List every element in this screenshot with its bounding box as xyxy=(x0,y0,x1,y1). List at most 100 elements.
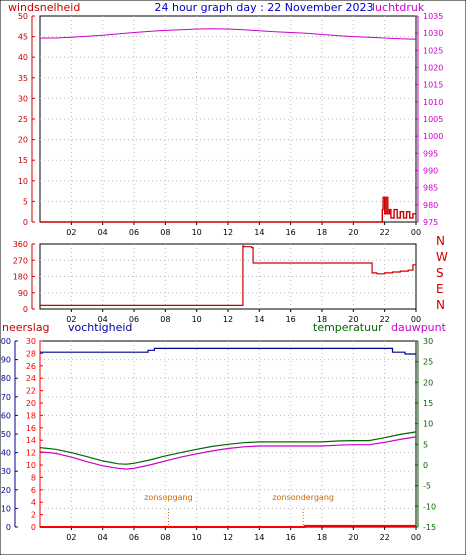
wind-direction-x-tick-label: 20 xyxy=(348,315,358,324)
pressure-tick-label: 1010 xyxy=(423,98,443,107)
wind-direction-x-tick-label: 18 xyxy=(317,315,327,324)
pressure-axis: 975 980 985 990 995 1000 1005 1010 1015 1020 1025 1… xyxy=(415,12,443,227)
pressure-label: luchtdruk xyxy=(372,1,425,14)
humidity-tick-label: 20 xyxy=(26,399,36,408)
pressure-tick-label: 1000 xyxy=(423,132,443,141)
humidity-tick-label: 8 xyxy=(31,473,36,482)
compass-label: S xyxy=(436,266,444,280)
sun-annotation-label: zonsopgang xyxy=(144,493,192,502)
precipitation-tick-label: 50 xyxy=(1,430,11,439)
temperature-tick-label: 25 xyxy=(423,358,433,367)
wind-direction-x-tick-label: 08 xyxy=(160,315,170,324)
pressure-tick-label: 1025 xyxy=(423,46,443,55)
humidity-tick-label: 22 xyxy=(26,387,36,396)
wind-pressure-x-tick-label: 08 xyxy=(160,228,170,237)
precipitation-tick-label: 30 xyxy=(1,467,11,476)
pressure-tick-label: 975 xyxy=(423,218,438,227)
wind-direction-x-tick-label: 02 xyxy=(66,315,76,324)
precipitation-tick-label: 0 xyxy=(6,523,11,532)
wind-pressure-x-tick-label: 02 xyxy=(66,228,76,237)
temperature-tick-label: 15 xyxy=(423,399,433,408)
humidity-tick-label: 30 xyxy=(26,337,36,346)
wind-speed-tick-label: 30 xyxy=(18,94,28,103)
wind-direction-tick-label: 0 xyxy=(23,305,28,314)
humidity-temperature-x-axis: 02 04 06 08 10 12 14 16 18 20 22 00 xyxy=(66,527,421,542)
wind-direction-x-tick-label: 22 xyxy=(380,315,390,324)
humidity-temperature-series xyxy=(39,347,417,528)
wind-direction-x-tick-label: 00 xyxy=(411,315,421,324)
wind-direction-x-tick-label: 06 xyxy=(129,315,139,324)
compass-label: E xyxy=(436,282,444,296)
precipitation-tick-label: 80 xyxy=(1,374,11,383)
wind-pressure-x-tick-label: 12 xyxy=(223,228,233,237)
precipitation-line xyxy=(40,524,416,528)
humidity-temperature-x-tick-label: 20 xyxy=(348,533,358,542)
humidity-temperature-x-tick-label: 08 xyxy=(160,533,170,542)
pressure-line xyxy=(40,28,417,40)
wind-speed-tick-label: 40 xyxy=(18,53,28,62)
compass-label: N xyxy=(436,234,445,248)
humidity-tick-label: 18 xyxy=(26,411,36,420)
wind-direction-axis: 0 90 180 270 360 xyxy=(13,240,35,314)
wind-speed-tick-label: 5 xyxy=(23,197,28,206)
wind-speed-tick-label: 15 xyxy=(18,156,28,165)
precipitation-tick-label: 40 xyxy=(1,449,11,458)
temperature-tick-label: -10 xyxy=(423,502,436,511)
humidity-temperature-chart: 0102030405060708090100 02468101214161820… xyxy=(0,337,436,542)
humidity-temperature-x-tick-label: 04 xyxy=(98,533,108,542)
wind-pressure-x-axis: 02 04 06 08 10 12 14 16 18 20 22 00 xyxy=(66,222,421,237)
pressure-tick-label: 1030 xyxy=(423,29,443,38)
humidity-tick-label: 10 xyxy=(26,461,36,470)
compass-label: W xyxy=(436,250,448,264)
humidity-tick-label: 2 xyxy=(31,511,36,520)
wind-speed-tick-label: 25 xyxy=(18,115,28,124)
precipitation-axis: 0 10 20 30 40 50 60 70 80 90 100 xyxy=(0,337,18,532)
wind-direction-x-tick-label: 12 xyxy=(223,315,233,324)
wind-pressure-x-tick-label: 04 xyxy=(98,228,108,237)
humidity-temperature-x-tick-label: 16 xyxy=(286,533,296,542)
wind-pressure-x-tick-label: 10 xyxy=(192,228,202,237)
humidity-temperature-x-tick-label: 18 xyxy=(317,533,327,542)
humidity-line xyxy=(40,347,416,355)
precipitation-tick-label: 10 xyxy=(1,504,11,513)
wind-speed-tick-label: 35 xyxy=(18,74,28,83)
temperature-axis: -15 -10 -5 0 5 10 15 20 25 30 xyxy=(415,337,436,532)
wind-speed-line xyxy=(40,196,416,223)
wind-pressure-x-tick-label: 16 xyxy=(286,228,296,237)
humidity-temperature-x-tick-label: 10 xyxy=(192,533,202,542)
humidity-tick-label: 26 xyxy=(26,362,36,371)
wind-speed-tick-label: 10 xyxy=(18,177,28,186)
temperature-tick-label: 30 xyxy=(423,337,433,346)
wind-direction-tick-label: 180 xyxy=(13,273,28,282)
wind-pressure-x-tick-label: 00 xyxy=(411,228,421,237)
sun-annotations: zonsopgang zonsondergang xyxy=(144,493,334,527)
wind-direction-x-axis: 02 04 06 08 10 12 14 16 18 20 22 00 xyxy=(66,309,421,324)
pressure-tick-label: 985 xyxy=(423,184,438,193)
pressure-tick-label: 1035 xyxy=(423,12,443,21)
wind-direction-x-tick-label: 14 xyxy=(254,315,264,324)
wind-pressure-x-tick-label: 14 xyxy=(254,228,264,237)
humidity-tick-label: 4 xyxy=(31,498,36,507)
pressure-tick-label: 1020 xyxy=(423,64,443,73)
humidity-temperature-x-tick-label: 06 xyxy=(129,533,139,542)
wind-pressure-grid xyxy=(40,16,416,222)
wind-direction-line xyxy=(40,245,417,306)
pressure-tick-label: 990 xyxy=(423,167,438,176)
wind-direction-x-tick-label: 04 xyxy=(98,315,108,324)
wind-direction-tick-label: 90 xyxy=(18,289,28,298)
wind-speed-axis: 0 5 10 15 20 25 30 35 40 45 50 xyxy=(18,12,35,227)
humidity-temperature-x-tick-label: 00 xyxy=(411,533,421,542)
humidity-temperature-x-tick-label: 14 xyxy=(254,533,264,542)
wind-pressure-x-tick-label: 18 xyxy=(317,228,327,237)
precipitation-tick-label: 100 xyxy=(0,337,11,346)
temperature-tick-label: 20 xyxy=(423,378,433,387)
humidity-tick-label: 16 xyxy=(26,424,36,433)
wind-pressure-x-tick-label: 06 xyxy=(129,228,139,237)
graph-title: 24 hour graph day : 22 November 2023 xyxy=(154,1,373,14)
wind-pressure-x-tick-label: 20 xyxy=(348,228,358,237)
